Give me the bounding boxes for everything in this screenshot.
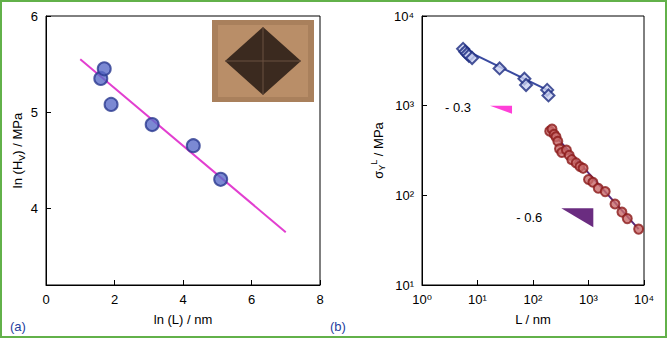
svg-text:Y: Y bbox=[377, 164, 388, 171]
svg-text:0: 0 bbox=[42, 292, 49, 307]
svg-text:ln (H: ln (H bbox=[10, 161, 25, 188]
svg-text:10²: 10² bbox=[524, 292, 543, 307]
svg-text:σ: σ bbox=[371, 171, 386, 179]
svg-text:) / MPa: ) / MPa bbox=[10, 112, 25, 155]
svg-text:L: L bbox=[369, 159, 380, 165]
svg-text:10⁴: 10⁴ bbox=[634, 292, 654, 307]
svg-text:10⁴: 10⁴ bbox=[394, 9, 414, 24]
svg-text:2: 2 bbox=[111, 292, 118, 307]
svg-text:L / nm: L / nm bbox=[515, 312, 551, 327]
svg-text:4: 4 bbox=[31, 201, 38, 216]
svg-text:/ MPa: / MPa bbox=[371, 121, 386, 159]
svg-text:V: V bbox=[16, 154, 27, 161]
svg-text:6: 6 bbox=[31, 9, 38, 24]
svg-text:(a): (a) bbox=[10, 319, 26, 334]
svg-text:ln (L) / nm: ln (L) / nm bbox=[154, 312, 213, 327]
svg-text:10¹: 10¹ bbox=[468, 292, 487, 307]
svg-text:10³: 10³ bbox=[395, 98, 414, 113]
svg-text:(b): (b) bbox=[330, 319, 346, 334]
svg-text:- 0.6: - 0.6 bbox=[516, 210, 542, 225]
svg-text:10¹: 10¹ bbox=[395, 278, 414, 293]
svg-text:4: 4 bbox=[179, 292, 186, 307]
svg-text:10⁰: 10⁰ bbox=[412, 292, 432, 307]
svg-text:10³: 10³ bbox=[579, 292, 598, 307]
svg-text:6: 6 bbox=[248, 292, 255, 307]
svg-text:5: 5 bbox=[31, 105, 38, 120]
svg-text:8: 8 bbox=[316, 292, 323, 307]
svg-text:10²: 10² bbox=[395, 188, 414, 203]
svg-text:- 0.3: - 0.3 bbox=[445, 100, 471, 115]
